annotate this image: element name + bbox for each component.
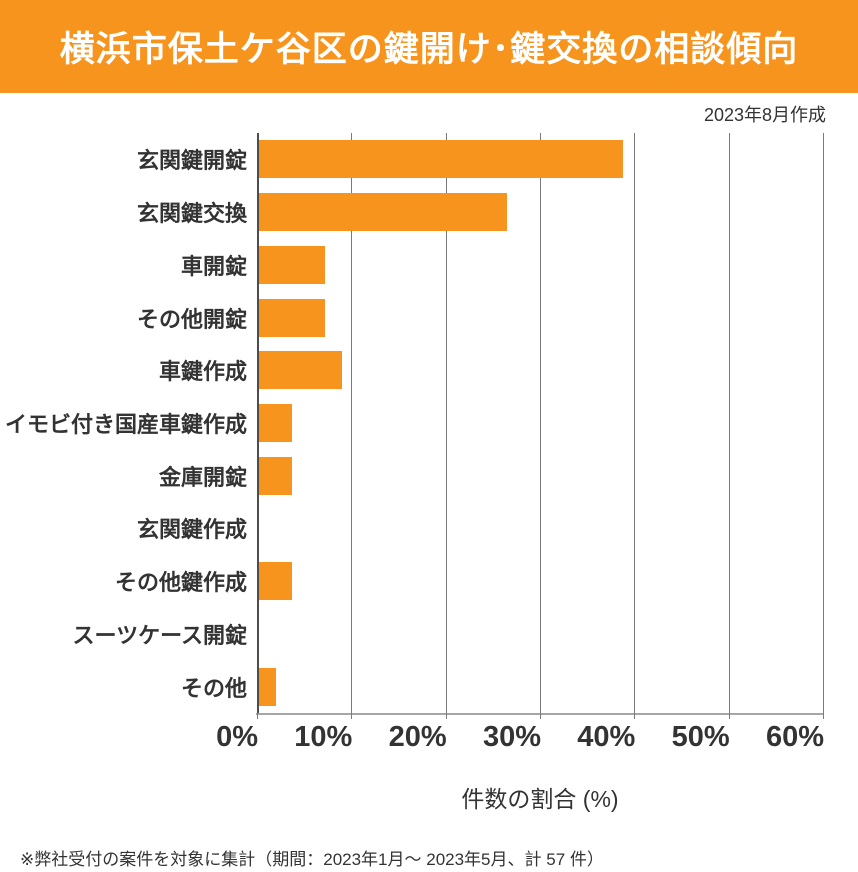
- x-tick-mark: [351, 713, 353, 719]
- bar: [259, 298, 326, 337]
- category-label: イモビ付き国産車鍵作成: [4, 411, 247, 437]
- category-label: 車鍵作成: [158, 359, 247, 385]
- created-date-label: 2023年8月作成: [703, 105, 826, 125]
- x-tick-mark: [823, 713, 824, 719]
- x-tick-mark: [445, 713, 447, 719]
- category-label: 金庫開錠: [158, 464, 247, 490]
- x-tick-label: 50%: [671, 721, 730, 753]
- gridline: [351, 133, 353, 713]
- gridline: [823, 133, 824, 713]
- category-label: 玄関鍵交換: [136, 201, 247, 227]
- x-tick-label: 60%: [765, 721, 824, 753]
- category-label-column: 玄関鍵開錠玄関鍵交換車開錠その他開錠車鍵作成イモビ付き国産車鍵作成金庫開錠玄関鍵…: [0, 133, 247, 713]
- gridline: [540, 133, 541, 713]
- category-label: 玄関鍵作成: [136, 517, 247, 543]
- bar: [259, 193, 508, 232]
- x-tick-mark: [540, 713, 541, 719]
- bar: [259, 404, 293, 442]
- bar: [259, 562, 293, 601]
- x-tick-label: 20%: [388, 721, 447, 753]
- category-label: スーツケース開錠: [72, 622, 247, 648]
- gridline: [634, 133, 636, 713]
- plot-area: [256, 133, 824, 719]
- page-title: 横浜市保土ケ谷区の鍵開け･鍵交換の相談傾向: [59, 30, 799, 69]
- x-tick-mark: [634, 713, 636, 719]
- bar: [259, 351, 342, 390]
- gridline: [445, 133, 447, 713]
- category-label: 玄関鍵開錠: [136, 148, 247, 174]
- bar: [259, 245, 326, 284]
- category-label: その他: [180, 675, 247, 701]
- bar: [259, 667, 276, 706]
- category-label: その他開錠: [136, 306, 247, 332]
- x-tick-label: 10%: [294, 721, 353, 753]
- y-axis-line: [257, 133, 259, 713]
- title-banner: 横浜市保土ケ谷区の鍵開け･鍵交換の相談傾向: [0, 0, 858, 93]
- bar: [259, 456, 293, 495]
- x-tick-label: 0%: [216, 721, 258, 753]
- x-tick-label: 40%: [577, 721, 636, 753]
- footnote: ※弊社受付の案件を対象に集計（期間：2023年1月～ 2023年5月、計 57 …: [20, 850, 604, 869]
- gridline: [728, 133, 730, 713]
- bar: [259, 140, 624, 179]
- x-tick-mark: [257, 713, 258, 719]
- category-label: その他鍵作成: [114, 570, 247, 596]
- category-label: 車開錠: [180, 253, 247, 279]
- x-tick-label: 30%: [482, 721, 541, 753]
- x-tick-mark: [728, 713, 730, 719]
- x-axis-title: 件数の割合 (%): [461, 786, 619, 812]
